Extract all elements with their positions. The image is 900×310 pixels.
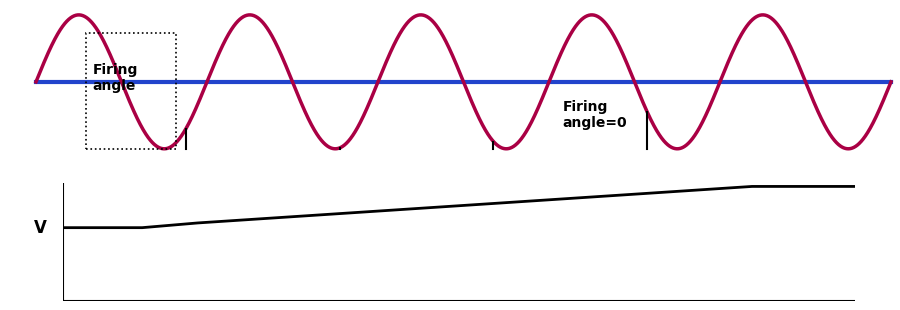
Text: Firing
angle=0: Firing angle=0 xyxy=(562,100,627,131)
Text: Firing
angle: Firing angle xyxy=(93,63,138,93)
Text: V: V xyxy=(34,219,47,237)
